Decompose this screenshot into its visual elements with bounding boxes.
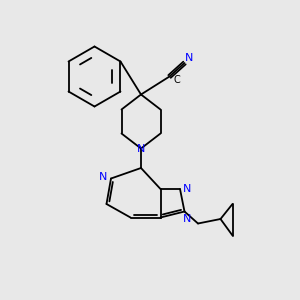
Text: N: N (185, 52, 193, 63)
Text: C: C (174, 75, 180, 85)
Text: N: N (137, 143, 145, 154)
Text: N: N (183, 184, 192, 194)
Text: N: N (98, 172, 107, 182)
Text: N: N (183, 214, 191, 224)
